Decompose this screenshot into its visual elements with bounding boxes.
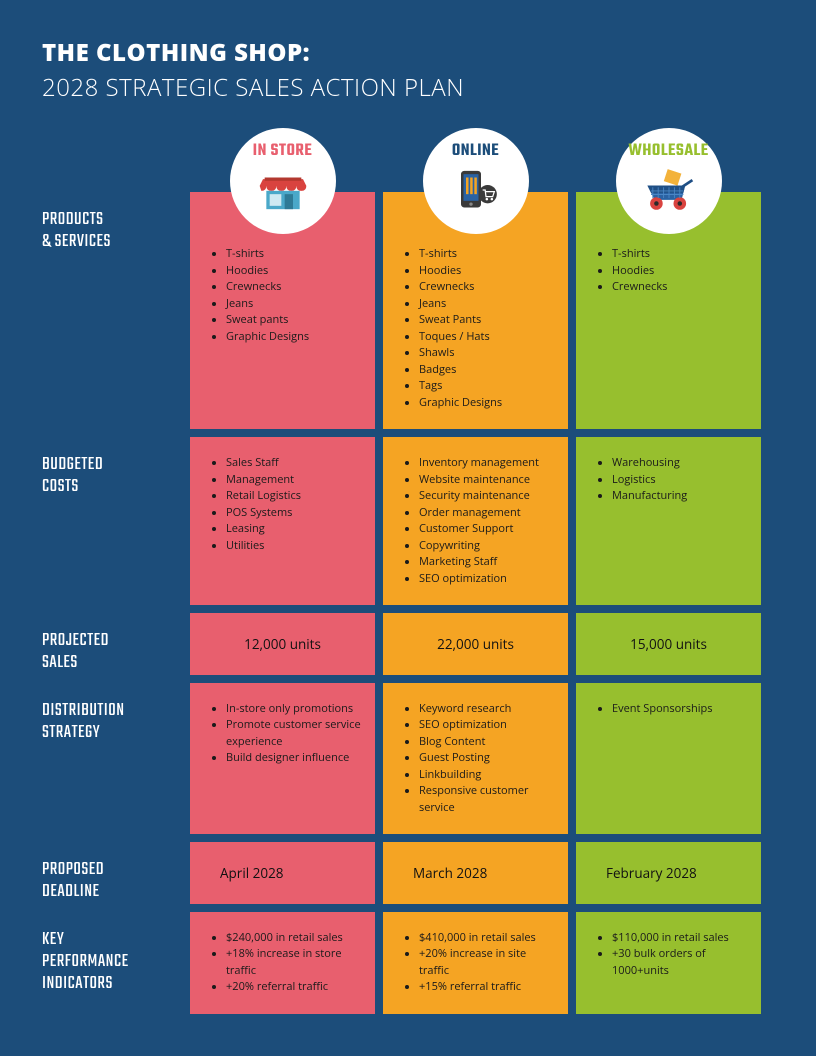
- cell-projected-online: 22,000 units: [383, 613, 568, 675]
- list-item: Warehousing: [612, 455, 747, 472]
- list-item: Manufacturing: [612, 488, 747, 505]
- store-icon: [256, 166, 310, 214]
- list-item: Management: [226, 472, 361, 489]
- list-item: +15% referral traffic: [419, 979, 554, 996]
- page: THE CLOTHING SHOP: 2028 STRATEGIC SALES …: [0, 0, 816, 1044]
- list-item: +18% increase in store traffic: [226, 946, 361, 979]
- title-block: THE CLOTHING SHOP: 2028 STRATEGIC SALES …: [42, 36, 774, 104]
- list-item: Website maintenance: [419, 472, 554, 489]
- cell-distribution-wholesale: Event Sponsorships: [576, 683, 761, 835]
- list-item: POS Systems: [226, 505, 361, 522]
- list-item: Retail Logistics: [226, 488, 361, 505]
- list-item: Graphic Designs: [226, 329, 361, 346]
- list-item: SEO optimization: [419, 571, 554, 588]
- col-header-online: ONLINE: [383, 132, 568, 192]
- phone-cart-icon: [449, 166, 503, 214]
- list-item: T-shirts: [226, 246, 361, 263]
- list-item: Responsive customer service: [419, 783, 554, 816]
- row-label-kpi: KEYPERFORMANCEINDICATORS: [42, 912, 182, 1014]
- list-item: Sweat pants: [226, 312, 361, 329]
- list-item: Leasing: [226, 521, 361, 538]
- list-item: Hoodies: [419, 263, 554, 280]
- comparison-grid: IN STORE ONLINE: [42, 132, 774, 1014]
- row-label-projected: PROJECTEDSALES: [42, 613, 182, 675]
- cell-distribution-in-store: In-store only promotionsPromote customer…: [190, 683, 375, 835]
- list-item: Marketing Staff: [419, 554, 554, 571]
- row-label-distribution: DISTRIBUTIONSTRATEGY: [42, 683, 182, 835]
- list-item: Linkbuilding: [419, 767, 554, 784]
- list-item: Order management: [419, 505, 554, 522]
- cell-deadline-in-store: April 2028: [190, 842, 375, 904]
- col-label-online: ONLINE: [452, 138, 499, 164]
- list-item: $240,000 in retail sales: [226, 930, 361, 947]
- list-item: Crewnecks: [226, 279, 361, 296]
- row-label-products: PRODUCTS& SERVICES: [42, 192, 182, 429]
- list-item: Copywriting: [419, 538, 554, 555]
- cell-costs-wholesale: WarehousingLogisticsManufacturing: [576, 437, 761, 605]
- list-item: Crewnecks: [612, 279, 747, 296]
- list-item: In-store only promotions: [226, 701, 361, 718]
- row-label-costs: BUDGETEDCOSTS: [42, 437, 182, 605]
- list-item: +20% increase in site traffic: [419, 946, 554, 979]
- list-item: Shawls: [419, 345, 554, 362]
- list-item: Hoodies: [612, 263, 747, 280]
- list-item: Tags: [419, 378, 554, 395]
- cell-deadline-online: March 2028: [383, 842, 568, 904]
- cell-projected-in-store: 12,000 units: [190, 613, 375, 675]
- list-item: $110,000 in retail sales: [612, 930, 747, 947]
- cell-costs-in-store: Sales StaffManagementRetail LogisticsPOS…: [190, 437, 375, 605]
- wheelbarrow-icon: [642, 166, 696, 214]
- cell-kpi-in-store: $240,000 in retail sales+18% increase in…: [190, 912, 375, 1014]
- cell-kpi-online: $410,000 in retail sales+20% increase in…: [383, 912, 568, 1014]
- list-item: Keyword research: [419, 701, 554, 718]
- cell-projected-wholesale: 15,000 units: [576, 613, 761, 675]
- list-item: Inventory management: [419, 455, 554, 472]
- list-item: Sweat Pants: [419, 312, 554, 329]
- list-item: Event Sponsorships: [612, 701, 747, 718]
- row-label-deadline: PROPOSEDDEADLINE: [42, 842, 182, 904]
- list-item: Promote customer service experience: [226, 717, 361, 750]
- list-item: T-shirts: [612, 246, 747, 263]
- list-item: Graphic Designs: [419, 395, 554, 412]
- title-line-1: THE CLOTHING SHOP:: [42, 36, 774, 69]
- list-item: T-shirts: [419, 246, 554, 263]
- list-item: Hoodies: [226, 263, 361, 280]
- cell-distribution-online: Keyword researchSEO optimizationBlog Con…: [383, 683, 568, 835]
- list-item: Sales Staff: [226, 455, 361, 472]
- list-item: Customer Support: [419, 521, 554, 538]
- col-label-wholesale: WHOLESALE: [628, 138, 708, 164]
- cell-deadline-wholesale: February 2028: [576, 842, 761, 904]
- list-item: Utilities: [226, 538, 361, 555]
- list-item: Badges: [419, 362, 554, 379]
- col-header-in-store: IN STORE: [190, 132, 375, 192]
- list-item: Security maintenance: [419, 488, 554, 505]
- list-item: Toques / Hats: [419, 329, 554, 346]
- list-item: +20% referral traffic: [226, 979, 361, 996]
- list-item: Jeans: [419, 296, 554, 313]
- list-item: Blog Content: [419, 734, 554, 751]
- list-item: SEO optimization: [419, 717, 554, 734]
- header-spacer: [42, 132, 182, 192]
- list-item: Jeans: [226, 296, 361, 313]
- list-item: $410,000 in retail sales: [419, 930, 554, 947]
- list-item: Guest Posting: [419, 750, 554, 767]
- list-item: Build designer influence: [226, 750, 361, 767]
- list-item: +30 bulk orders of 1000+units: [612, 946, 747, 979]
- col-header-wholesale: WHOLESALE: [576, 132, 761, 192]
- cell-kpi-wholesale: $110,000 in retail sales+30 bulk orders …: [576, 912, 761, 1014]
- cell-costs-online: Inventory managementWebsite maintenanceS…: [383, 437, 568, 605]
- list-item: Crewnecks: [419, 279, 554, 296]
- list-item: Logistics: [612, 472, 747, 489]
- col-label-in-store: IN STORE: [253, 138, 312, 164]
- title-line-2: 2028 STRATEGIC SALES ACTION PLAN: [42, 71, 774, 104]
